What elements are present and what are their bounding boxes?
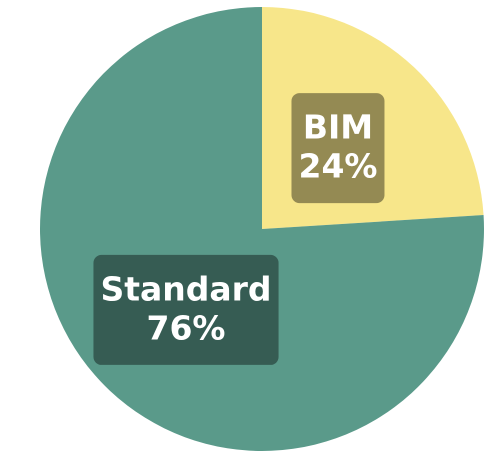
label-name: Standard xyxy=(100,269,271,308)
pie-slice xyxy=(39,7,484,452)
label-box xyxy=(291,93,385,204)
pie-slice xyxy=(262,7,484,229)
label-box xyxy=(93,254,279,365)
label-name: BIM xyxy=(303,108,373,147)
label-value: 76% xyxy=(147,308,226,347)
label-value: 24% xyxy=(298,147,377,186)
